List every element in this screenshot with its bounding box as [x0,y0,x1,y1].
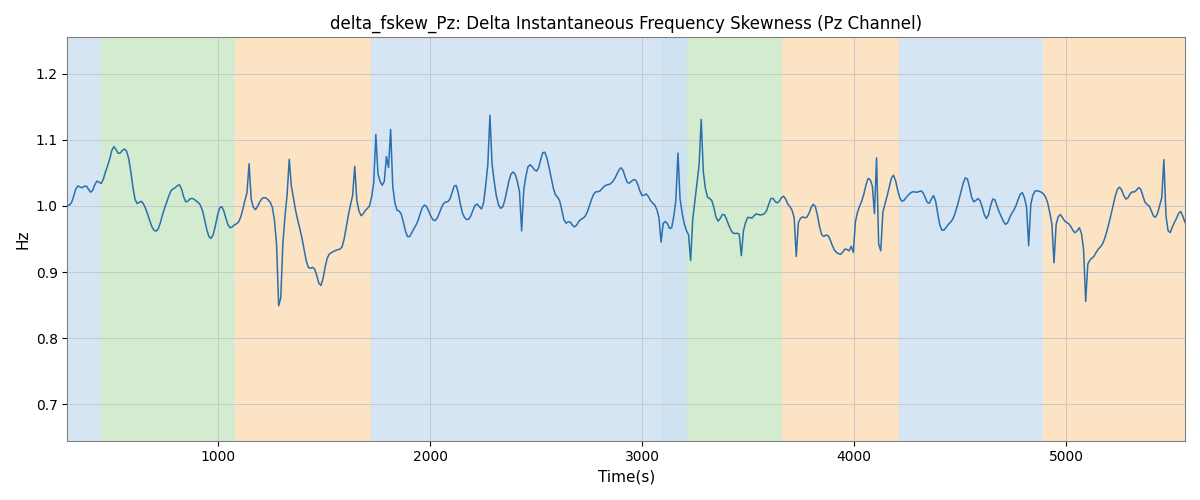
X-axis label: Time(s): Time(s) [598,470,655,485]
Y-axis label: Hz: Hz [16,230,30,249]
Bar [1043,38,1186,440]
Title: delta_fskew_Pz: Delta Instantaneous Frequency Skewness (Pz Channel): delta_fskew_Pz: Delta Instantaneous Freq… [330,15,923,34]
Bar [782,38,899,440]
Bar [686,38,782,440]
Bar [235,38,371,440]
Bar [371,38,661,440]
Bar [101,38,235,440]
Bar [661,38,686,440]
Bar [67,38,101,440]
Bar [899,38,1043,440]
